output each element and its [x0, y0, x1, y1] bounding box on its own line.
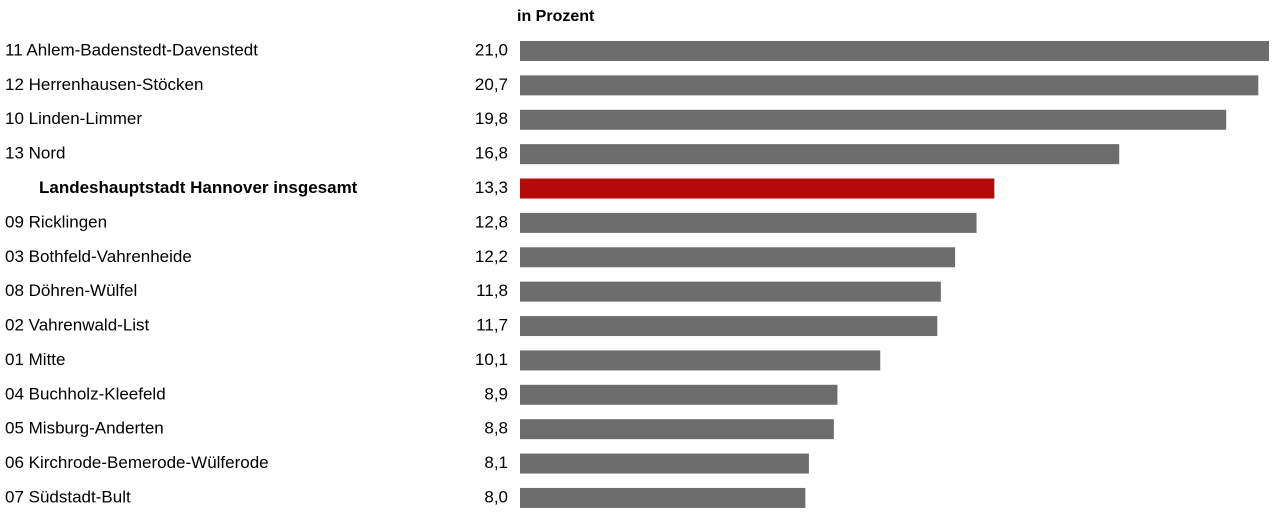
value-label: 11,7: [476, 316, 508, 335]
category-label: 09 Ricklingen: [5, 212, 107, 231]
bar: [520, 41, 1269, 61]
bar: [520, 144, 1120, 165]
value-label: 10,1: [475, 350, 508, 369]
category-label: 03 Bothfeld-Vahrenheide: [5, 247, 192, 266]
category-label: 04 Buchholz-Kleefeld: [5, 384, 166, 403]
category-label: 06 Kirchrode-Bemerode-Wülferode: [5, 453, 269, 472]
category-label: 08 Döhren-Wülfel: [5, 281, 137, 300]
value-label: 8,1: [484, 453, 508, 472]
category-label: 11 Ahlem-Badenstedt-Davenstedt: [5, 40, 258, 59]
bar: [520, 453, 809, 474]
value-label: 13,3: [475, 178, 508, 197]
bar: [520, 109, 1227, 130]
category-label: 13 Nord: [5, 144, 65, 163]
bar: [520, 487, 806, 508]
bar: [520, 316, 938, 337]
category-label: 07 Südstadt-Bult: [5, 487, 131, 506]
value-label: 8,8: [484, 419, 508, 438]
bar: [520, 281, 941, 302]
category-label: 10 Linden-Limmer: [5, 109, 142, 128]
bar: [520, 350, 881, 371]
bar: [520, 384, 838, 405]
category-label: 05 Misburg-Anderten: [5, 419, 164, 438]
value-label: 12,8: [475, 212, 508, 231]
bar: [520, 212, 977, 233]
value-label: 12,2: [475, 247, 508, 266]
bar: [520, 178, 995, 199]
bar: [520, 75, 1259, 96]
value-label: 11,8: [476, 281, 508, 300]
value-label: 21,0: [475, 40, 508, 59]
category-label: 02 Vahrenwald-List: [5, 316, 150, 335]
chart-subtitle: in Prozent: [517, 8, 595, 25]
value-label: 8,9: [484, 384, 508, 403]
category-label: 12 Herrenhausen-Stöcken: [5, 75, 203, 94]
value-label: 19,8: [475, 109, 508, 128]
value-label: 16,8: [475, 144, 508, 163]
value-label: 8,0: [484, 487, 508, 506]
category-label: 01 Mitte: [5, 350, 65, 369]
bar: [520, 419, 834, 440]
category-label: Landeshauptstadt Hannover insgesamt: [39, 178, 358, 197]
value-label: 20,7: [475, 75, 508, 94]
bar: [520, 247, 956, 268]
